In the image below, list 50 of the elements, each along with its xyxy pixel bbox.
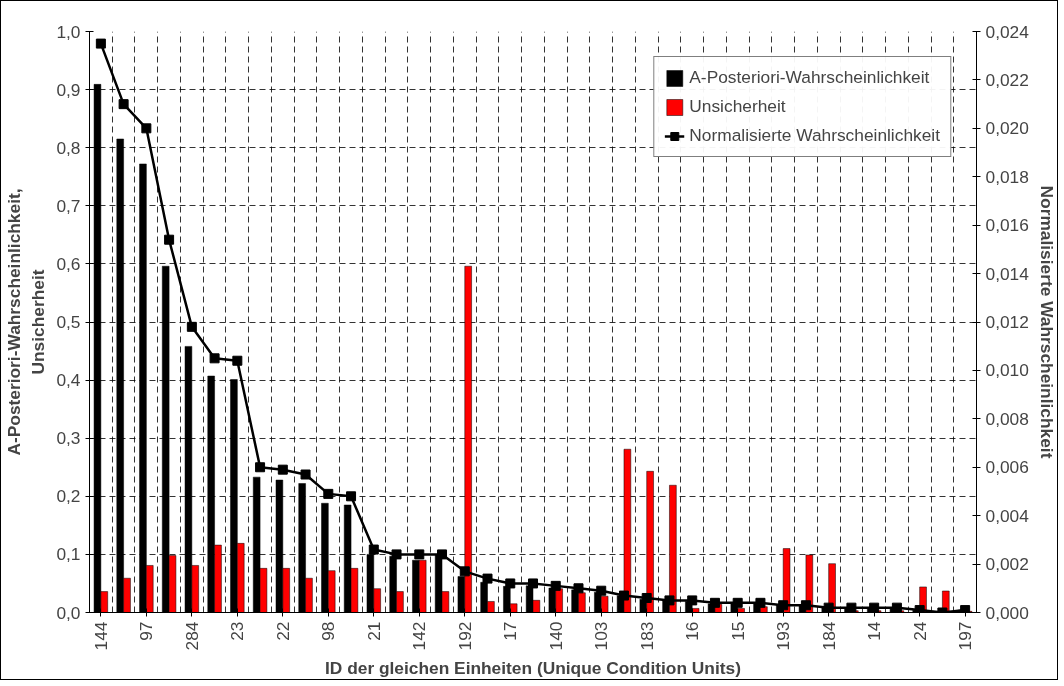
x-tick-label: 103: [591, 621, 612, 651]
y-tick-label: 0,7: [56, 195, 81, 216]
y2-tick-label: 0,008: [985, 408, 1029, 429]
x-tick-label: 144: [90, 621, 111, 651]
x-tick-label: 192: [454, 621, 475, 651]
legend-label: A-Posteriori-Wahrscheinlichkeit: [689, 67, 930, 88]
y2-tick-label: 0,016: [985, 215, 1029, 236]
y-tick-label: 0,1: [56, 544, 81, 565]
y-tick-label: 0,5: [56, 312, 81, 332]
x-tick-label: 197: [955, 621, 976, 651]
y-tick-label: 0,0: [56, 602, 81, 623]
y-tick-label: 0,8: [56, 137, 81, 158]
legend-label: Normalisierte Wahrscheinlichkeit: [689, 125, 940, 146]
x-tick-label: 142: [409, 621, 430, 651]
y-tick-label: 0,3: [56, 428, 81, 449]
y-tick-label: 0,6: [56, 253, 81, 274]
y2-tick-label: 0,000: [985, 602, 1029, 623]
y2-tick-label: 0,024: [985, 21, 1030, 42]
y-tick-label: 0,2: [56, 486, 81, 507]
y2-tick-label: 0,012: [985, 312, 1029, 332]
x-tick-label: 140: [545, 621, 566, 651]
x-tick-label: 23: [227, 621, 248, 641]
y-tick-label: 0,4: [56, 370, 81, 391]
y2-tick-label: 0,002: [985, 554, 1029, 575]
x-tick-label: 184: [818, 621, 839, 651]
y2-tick-label: 0,020: [985, 118, 1029, 139]
y-axis-title: A-Posteriori-Wahrscheinlichkeit, Unsicherheit: [4, 188, 49, 456]
x-tick-label: 17: [500, 621, 521, 641]
x-tick-label: 24: [909, 621, 930, 641]
x-tick-label: 16: [682, 621, 703, 641]
x-tick-label: 183: [636, 621, 657, 651]
y2-tick-label: 0,010: [985, 360, 1029, 381]
x-tick-label: 21: [363, 621, 384, 641]
y2-axis-title: Normalisierte Wahrscheinlichkeit: [1036, 185, 1057, 459]
legend-label: Unsicherheit: [689, 96, 786, 117]
y-tick-label: 1,0: [56, 21, 81, 42]
x-tick-label: 15: [727, 621, 748, 641]
x-tick-label: 193: [773, 621, 794, 651]
x-tick-label: 98: [318, 621, 339, 641]
x-tick-label: 22: [272, 621, 293, 641]
y2-tick-label: 0,004: [985, 505, 1030, 526]
y2-tick-label: 0,022: [985, 69, 1029, 90]
x-tick-label: 284: [181, 621, 202, 651]
x-tick-label: 97: [136, 621, 157, 641]
x-axis-title: ID der gleichen Einheiten (Unique Condition Units): [325, 658, 741, 679]
y2-tick-label: 0,014: [985, 263, 1030, 284]
y2-tick-label: 0,006: [985, 457, 1029, 478]
x-tick-label: 14: [864, 621, 885, 641]
y-tick-label: 0,9: [56, 79, 81, 100]
y2-tick-label: 0,018: [985, 166, 1029, 187]
